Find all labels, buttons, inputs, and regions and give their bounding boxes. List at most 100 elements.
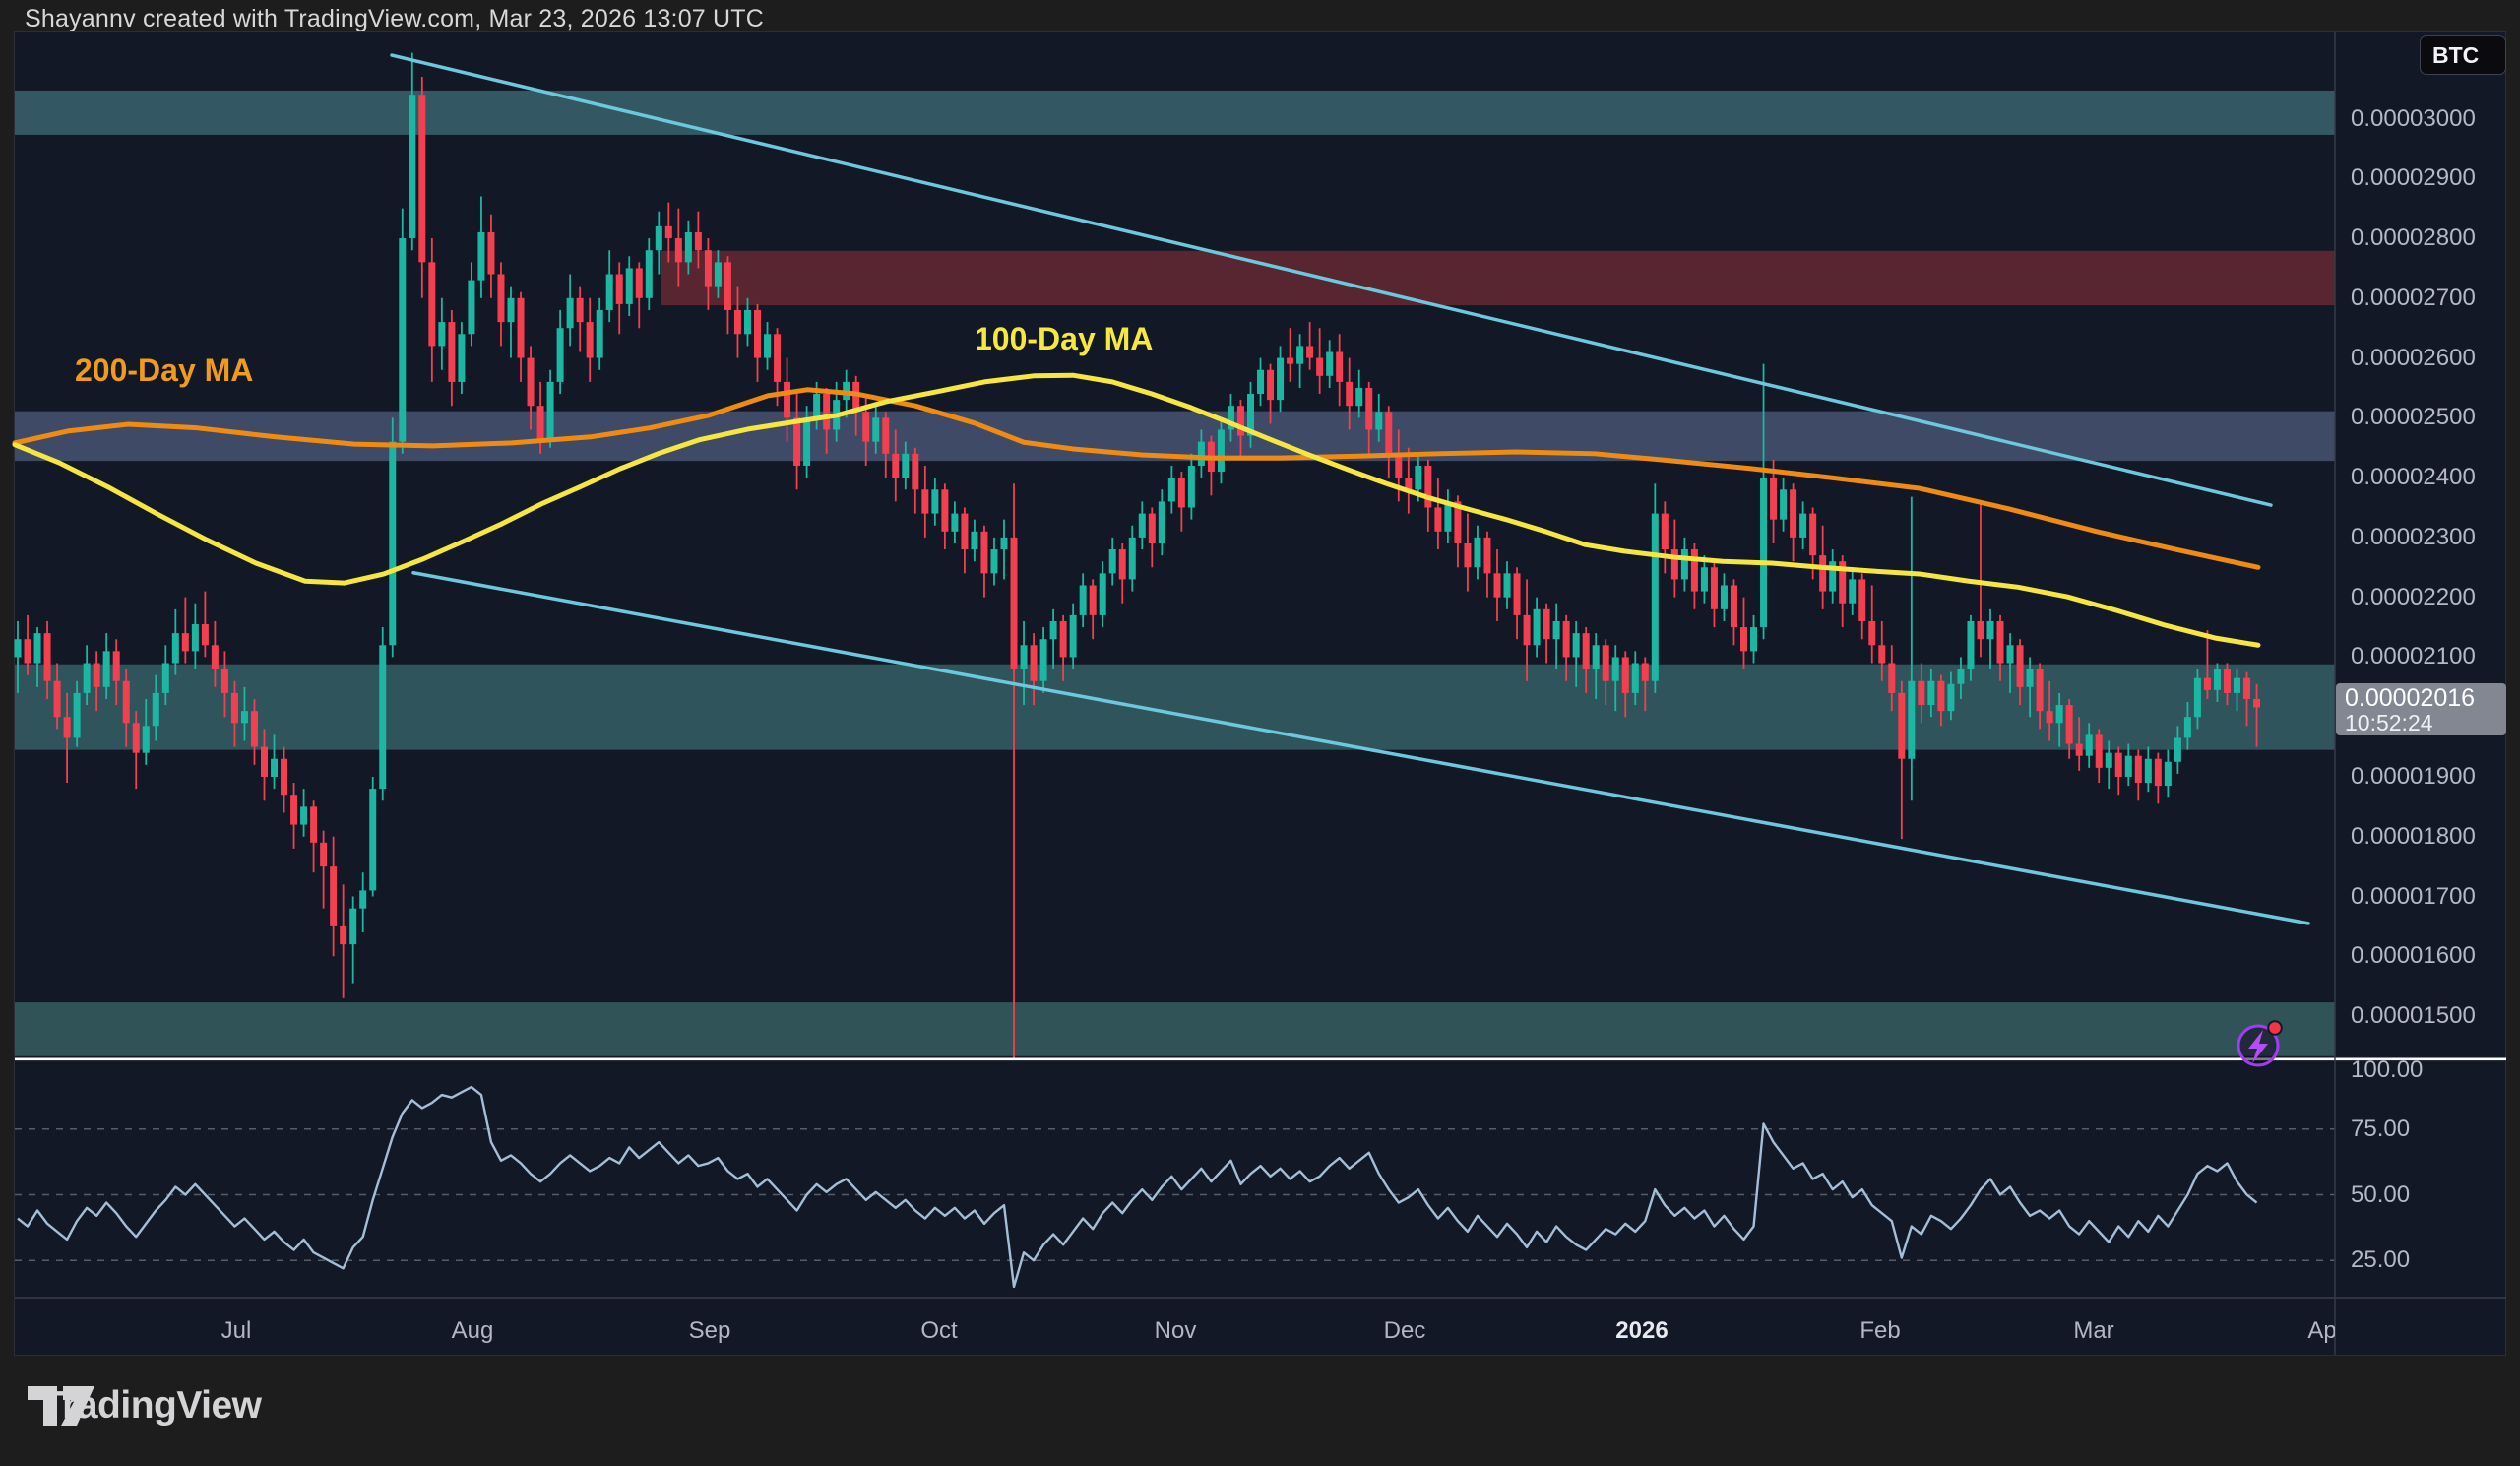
time-axis-label-mar[interactable]: Mar (2073, 1317, 2114, 1344)
candle-body (1790, 489, 1797, 538)
candle-body (1611, 657, 1619, 681)
lightning-icon-part (2267, 1020, 2283, 1036)
candle-body (230, 692, 238, 724)
candle-body (566, 297, 574, 329)
candle-body (1316, 357, 1324, 376)
candle-body (152, 692, 159, 727)
candle-body (1010, 537, 1018, 669)
candle-body (586, 322, 594, 358)
candle-body (2085, 734, 2093, 756)
candle-body (1908, 680, 1916, 759)
time-axis-label-dec[interactable]: Dec (1383, 1317, 1426, 1344)
candle-body (220, 669, 228, 693)
candle-body (2114, 752, 2122, 777)
price-axis-label: 0.00002600 (2351, 344, 2476, 371)
candle-body (1543, 608, 1550, 640)
candle-body (1523, 614, 1531, 646)
time-axis-label-jul[interactable]: Jul (220, 1317, 252, 1344)
candle-body (1621, 657, 1629, 693)
descending-channel-upper (390, 53, 2273, 507)
candle-body (1020, 645, 1028, 669)
price-axis-label: 0.00001900 (2351, 762, 2476, 790)
candle-body (1267, 369, 1275, 401)
candle-body (1187, 465, 1195, 508)
candle-body (576, 297, 584, 323)
candle-body (1641, 663, 1649, 681)
candle-body (24, 639, 32, 664)
candle-body (181, 633, 189, 652)
candle-body (1346, 381, 1354, 407)
candle-body (1424, 465, 1432, 508)
candle-body (1474, 537, 1481, 568)
time-axis-label-sep[interactable]: Sep (688, 1317, 731, 1344)
time-axis-label-2026[interactable]: 2026 (1615, 1317, 1669, 1344)
candle-body (33, 633, 41, 664)
lightning-bolt-glyph (2248, 1030, 2268, 1063)
candle-body (1277, 357, 1285, 401)
candle-body (1799, 513, 1807, 538)
candle-body (754, 309, 761, 358)
candle-body (1670, 549, 1678, 580)
candle-body (1148, 513, 1156, 543)
time-axis-label-feb[interactable]: Feb (1859, 1317, 1901, 1344)
ma100-label: 100-Day MA (975, 321, 1154, 356)
candle-body (1464, 542, 1472, 568)
candle-body (1336, 351, 1344, 382)
price-axis-label: 0.00002100 (2351, 643, 2476, 670)
candle-body (271, 758, 279, 777)
candle-body (1651, 513, 1659, 681)
candle-body (2154, 758, 2162, 787)
candle-body (2193, 677, 2201, 718)
candle-body (448, 322, 456, 382)
candle-body (1158, 501, 1166, 543)
time-axis-label-apr[interactable]: Apr (2307, 1317, 2335, 1344)
candle-body (625, 268, 633, 304)
candle-body (1069, 614, 1077, 658)
candle-body (852, 381, 860, 413)
time-axis-label-nov[interactable]: Nov (1154, 1317, 1197, 1344)
candle-body (931, 489, 939, 514)
time-axis-label-aug[interactable]: Aug (451, 1317, 494, 1344)
candle-body (171, 633, 179, 664)
candle-body (862, 412, 870, 442)
candle-body (281, 758, 288, 796)
candle-body (1444, 501, 1452, 532)
price-axis-label: 0.00002200 (2351, 583, 2476, 610)
rsi-axis-label: 25.00 (2351, 1246, 2411, 1274)
candle-body (1493, 573, 1501, 598)
candle-body (487, 231, 495, 275)
candle-body (1128, 537, 1136, 580)
candle-body (1602, 645, 1609, 681)
candle-body (2065, 705, 2073, 744)
time-axis-label-oct[interactable]: Oct (920, 1317, 958, 1344)
candle-body (201, 624, 209, 646)
candle-body (507, 297, 515, 323)
candle-body (1849, 579, 1857, 604)
ma200-line (12, 387, 2261, 570)
candle-body (1770, 478, 1778, 520)
candle-body (941, 489, 949, 532)
candle-body (1355, 387, 1363, 407)
time-axis[interactable]: Jul Aug Sep Oct Nov Dec 2026 Feb Mar Apr (15, 1317, 2335, 1349)
candle-body (359, 890, 367, 909)
rsi-axis-label: 75.00 (2351, 1115, 2411, 1142)
tradingview-logo[interactable]: TradingView (28, 1384, 262, 1428)
pane-separator (15, 1057, 2506, 1061)
candle-body (1740, 627, 1747, 652)
candle-body (1049, 620, 1057, 640)
candle-body (664, 225, 672, 239)
candle-body (438, 322, 446, 347)
candle-body (645, 250, 653, 298)
candle-body (1690, 549, 1698, 592)
candle-body (1888, 663, 1896, 693)
symbol-badge[interactable]: BTC (2420, 35, 2506, 75)
candle-body (803, 417, 811, 466)
candle-body (369, 789, 377, 891)
candle-body (1858, 579, 1866, 621)
candle-body (1227, 406, 1234, 430)
candle-body (1780, 489, 1788, 520)
candle-body (2046, 711, 2053, 724)
last-price-value: 0.00002016 (2345, 684, 2476, 712)
price-axis-label: 0.00001800 (2351, 822, 2476, 850)
